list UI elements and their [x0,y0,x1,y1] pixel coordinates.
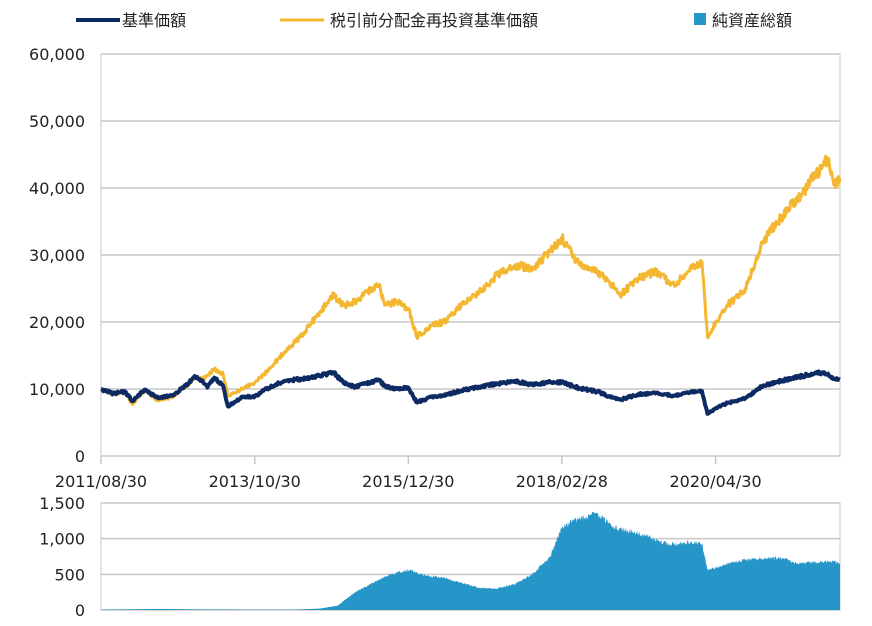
x-tick-label: 2013/10/30 [209,472,301,491]
main-series-lines [99,154,842,416]
legend-entry-3: 純資産総額 [694,11,792,30]
x-tick-label: 2015/12/30 [362,472,454,491]
sub-y-tick-label: 1,000 [39,530,85,549]
legend-square-swatch [694,13,706,25]
main-y-tick-label: 20,000 [29,313,85,332]
legend-entry-2: 税引前分配金再投資基準価額 [280,11,538,30]
main-gridlines [100,53,841,457]
x-tick-label: 2011/08/30 [55,472,147,491]
legend-entry-1: 基準価額 [76,11,186,30]
net-assets-area-chart: 0 500 1,000 1,500 [39,494,841,620]
x-tick-label: 2018/02/28 [516,472,608,491]
nav-line-chart: 0 10,000 20,000 30,000 40,000 50,000 60,000 20… [29,45,842,491]
sub-y-tick-label: 1,500 [39,494,85,513]
reinvested-nav-series-line [100,154,842,406]
main-y-tick-label: 30,000 [29,246,85,265]
main-y-tick-label: 40,000 [29,179,85,198]
nav-series-line [99,369,842,416]
x-tick-label: 2020/04/30 [669,472,761,491]
legend-label: 基準価額 [122,11,186,30]
legend-label: 純資産総額 [712,11,792,30]
sub-y-axis-ticks: 0 500 1,000 1,500 [39,494,85,620]
main-x-axis-ticks: 2011/08/30 2013/10/30 2015/12/30 2018/02/28… [55,456,762,491]
sub-series-area [101,511,840,610]
chart-legend: 基準価額 税引前分配金再投資基準価額 純資産総額 [76,11,792,30]
main-y-tick-label: 0 [75,447,85,466]
legend-label: 税引前分配金再投資基準価額 [330,11,538,30]
sub-y-tick-label: 500 [54,565,85,584]
main-y-axis-ticks: 0 10,000 20,000 30,000 40,000 50,000 60,000 [29,45,85,466]
net-assets-area [101,511,840,610]
main-y-tick-label: 50,000 [29,112,85,131]
main-y-tick-label: 10,000 [29,380,85,399]
sub-y-tick-label: 0 [75,601,85,620]
main-y-tick-label: 60,000 [29,45,85,64]
